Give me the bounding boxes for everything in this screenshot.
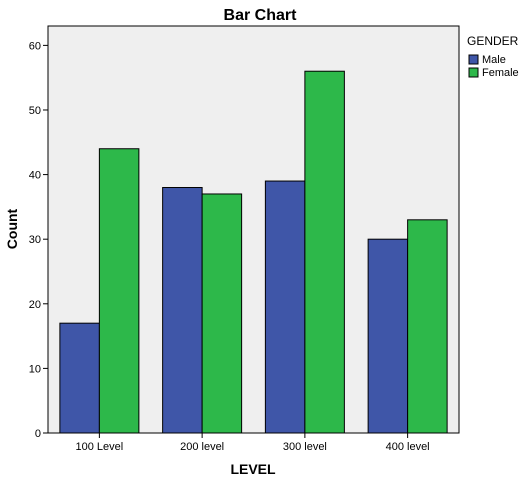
y-tick-label: 30 (29, 234, 41, 246)
y-tick-label: 10 (29, 363, 41, 375)
y-tick-label: 60 (29, 40, 41, 52)
bar-male (264, 180, 306, 434)
bar-female (407, 219, 448, 434)
y-tick-label: 0 (35, 428, 41, 440)
x-tick-label: 300 level (283, 441, 327, 453)
legend-label-female: Female (482, 67, 519, 79)
y-tick-label: 50 (29, 105, 41, 117)
x-axis: 100 Level 200 level 300 level 400 level (76, 433, 430, 453)
x-tick-label: 100 Level (76, 441, 124, 453)
legend-swatch-female (468, 67, 479, 78)
legend-swatch-male (468, 54, 479, 65)
legend-title: GENDER (467, 34, 519, 48)
x-tick-label: 400 level (386, 441, 430, 453)
y-axis-title: Count (4, 208, 20, 249)
bars-group (59, 70, 448, 434)
chart-title: Bar Chart (224, 7, 298, 24)
bar-female (304, 70, 345, 434)
bar-female (98, 148, 140, 434)
bar-male (59, 322, 100, 434)
bar-male (367, 238, 409, 434)
y-tick-label: 40 (29, 170, 41, 182)
x-axis-title: LEVEL (230, 461, 276, 477)
x-tick-label: 200 level (180, 441, 224, 453)
y-axis: 0 10 20 30 40 50 60 (29, 40, 48, 440)
y-tick-label: 20 (29, 299, 41, 311)
legend-label-male: Male (482, 54, 506, 66)
bar-female (201, 193, 243, 434)
bar-male (162, 187, 203, 434)
